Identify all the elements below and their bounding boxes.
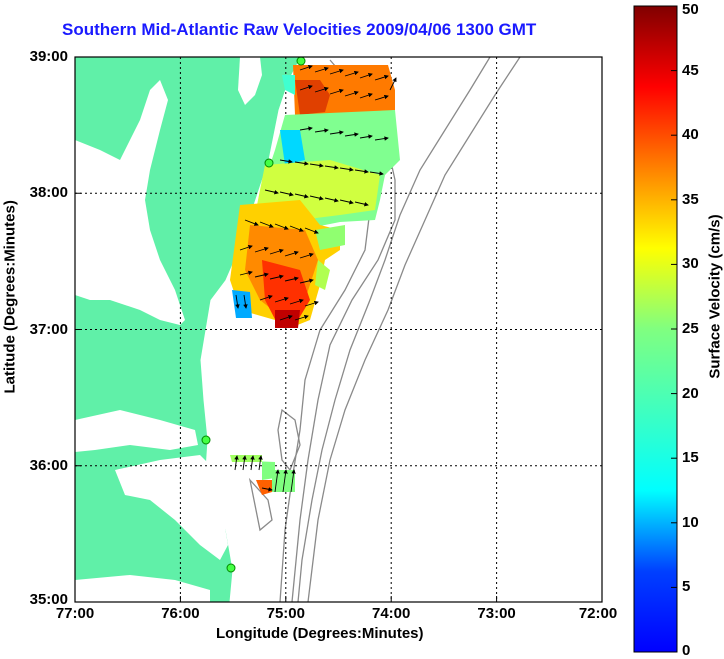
colorbar-tick-label: 25 [682, 320, 699, 337]
current-region [232, 290, 252, 318]
x-tick-label: 77:00 [55, 605, 95, 622]
current-region [315, 260, 330, 290]
chart-title: Southern Mid-Atlantic Raw Velocities 200… [62, 20, 537, 39]
y-tick-label: 39:00 [29, 48, 68, 65]
axis-tick-marks [75, 192, 498, 602]
lower-bay-water [75, 575, 210, 602]
delaware-bay [238, 57, 262, 105]
radar-stations [201, 57, 306, 573]
velocity-arrows [234, 65, 397, 493]
colorbar-ticks [671, 70, 677, 588]
colorbar-tick-label: 30 [682, 255, 699, 273]
velocity-field [230, 65, 400, 495]
current-region [275, 310, 300, 328]
pamlico-sound [115, 455, 228, 560]
x-tick-label: 75:00 [266, 605, 305, 622]
y-tick-label: 38:00 [29, 184, 68, 202]
y-axis-label: Latitude (Degrees:Minutes) [1, 200, 19, 394]
colorbar-tick-label: 45 [682, 61, 699, 79]
colorbar-tick-label: 20 [682, 384, 699, 402]
current-region [282, 75, 295, 95]
colorbar-tick-label: 40 [682, 126, 699, 144]
current-region [262, 260, 310, 325]
x-tick-label: 72:00 [578, 605, 618, 622]
current-region [256, 480, 272, 495]
colorbar-tick-label: 5 [682, 578, 691, 596]
colorbar-tick-label: 35 [682, 190, 699, 208]
current-region [315, 225, 345, 250]
current-region [230, 460, 275, 480]
x-tick-label: 76:00 [161, 605, 200, 622]
y-tick-label: 36:00 [29, 456, 68, 474]
chesapeake-bay [75, 80, 185, 325]
colorbar-tick-label: 15 [682, 449, 699, 467]
current-region [280, 130, 305, 165]
y-tick-label: 37:00 [29, 320, 68, 338]
x-tick-label: 73:00 [477, 605, 516, 622]
colorbar-tick-label: 0 [682, 642, 691, 659]
albemarle-sound [75, 410, 198, 452]
colorbar [633, 5, 678, 653]
current-region [272, 470, 295, 492]
colorbar-tick-label: 50 [682, 1, 699, 18]
y-tick-label: 35:00 [29, 591, 68, 608]
colorbar-tick-label: 10 [682, 513, 699, 531]
current-region [230, 455, 262, 462]
x-axis-label: Longitude (Degrees:Minutes) [216, 625, 424, 642]
x-tick-label: 74:00 [372, 605, 411, 622]
colorbar-label: Surface Velocity (cm/s) [706, 214, 724, 379]
